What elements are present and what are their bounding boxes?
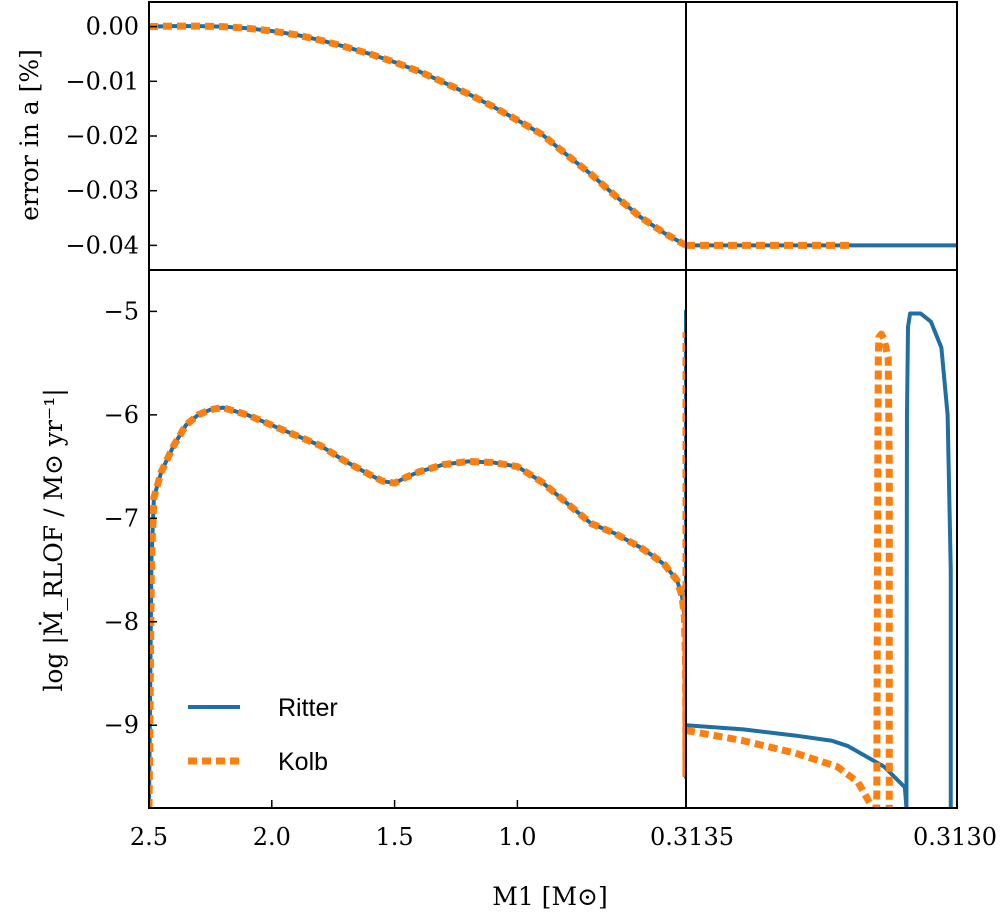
- x-tick-label: 1.5: [376, 823, 414, 851]
- x-tick-label: 0.3130: [913, 823, 997, 851]
- y-tick-label: −8: [104, 608, 139, 636]
- y-tick-label: −0.04: [65, 231, 139, 259]
- series-kolb-line: [149, 332, 686, 808]
- series-kolb-line: [149, 22, 686, 249]
- panel-mdot-right: 0.3135 0.3130: [650, 269, 997, 851]
- legend: Ritter Kolb: [188, 694, 338, 776]
- y-tick-label: −0.03: [65, 177, 139, 205]
- error-ylabel: error in a [%]: [15, 49, 44, 221]
- series-ritter-line: [686, 311, 953, 808]
- x-tick-label: 1.0: [498, 823, 536, 851]
- y-tick-label: −7: [104, 504, 139, 532]
- y-tick-label: −6: [104, 401, 139, 429]
- top-left-series: [149, 22, 686, 249]
- bottom-left-series: [149, 309, 686, 808]
- x-tick-label: 0.3135: [650, 823, 734, 851]
- bottom-right-series: [686, 311, 953, 808]
- y-tick-label: −0.01: [65, 67, 139, 95]
- mass-xlabel: M1 [M⊙]: [492, 882, 608, 911]
- y-tick-label: −5: [104, 297, 139, 325]
- x-tick-label: 2.0: [253, 823, 291, 851]
- y-tick-label: 0.00: [86, 13, 139, 41]
- legend-kolb-label: Kolb: [278, 748, 328, 776]
- y-tick-label: −9: [104, 711, 139, 739]
- bottom-right-frame: [685, 269, 958, 809]
- series-kolb-line: [686, 330, 893, 808]
- x-tick-label: 2.5: [130, 823, 168, 851]
- legend-ritter-label: Ritter: [278, 694, 338, 722]
- y-tick-label: −0.02: [65, 122, 139, 150]
- mdot-ylabel: log |Ṁ_RLOF / M⊙ yr⁻¹|: [39, 388, 69, 691]
